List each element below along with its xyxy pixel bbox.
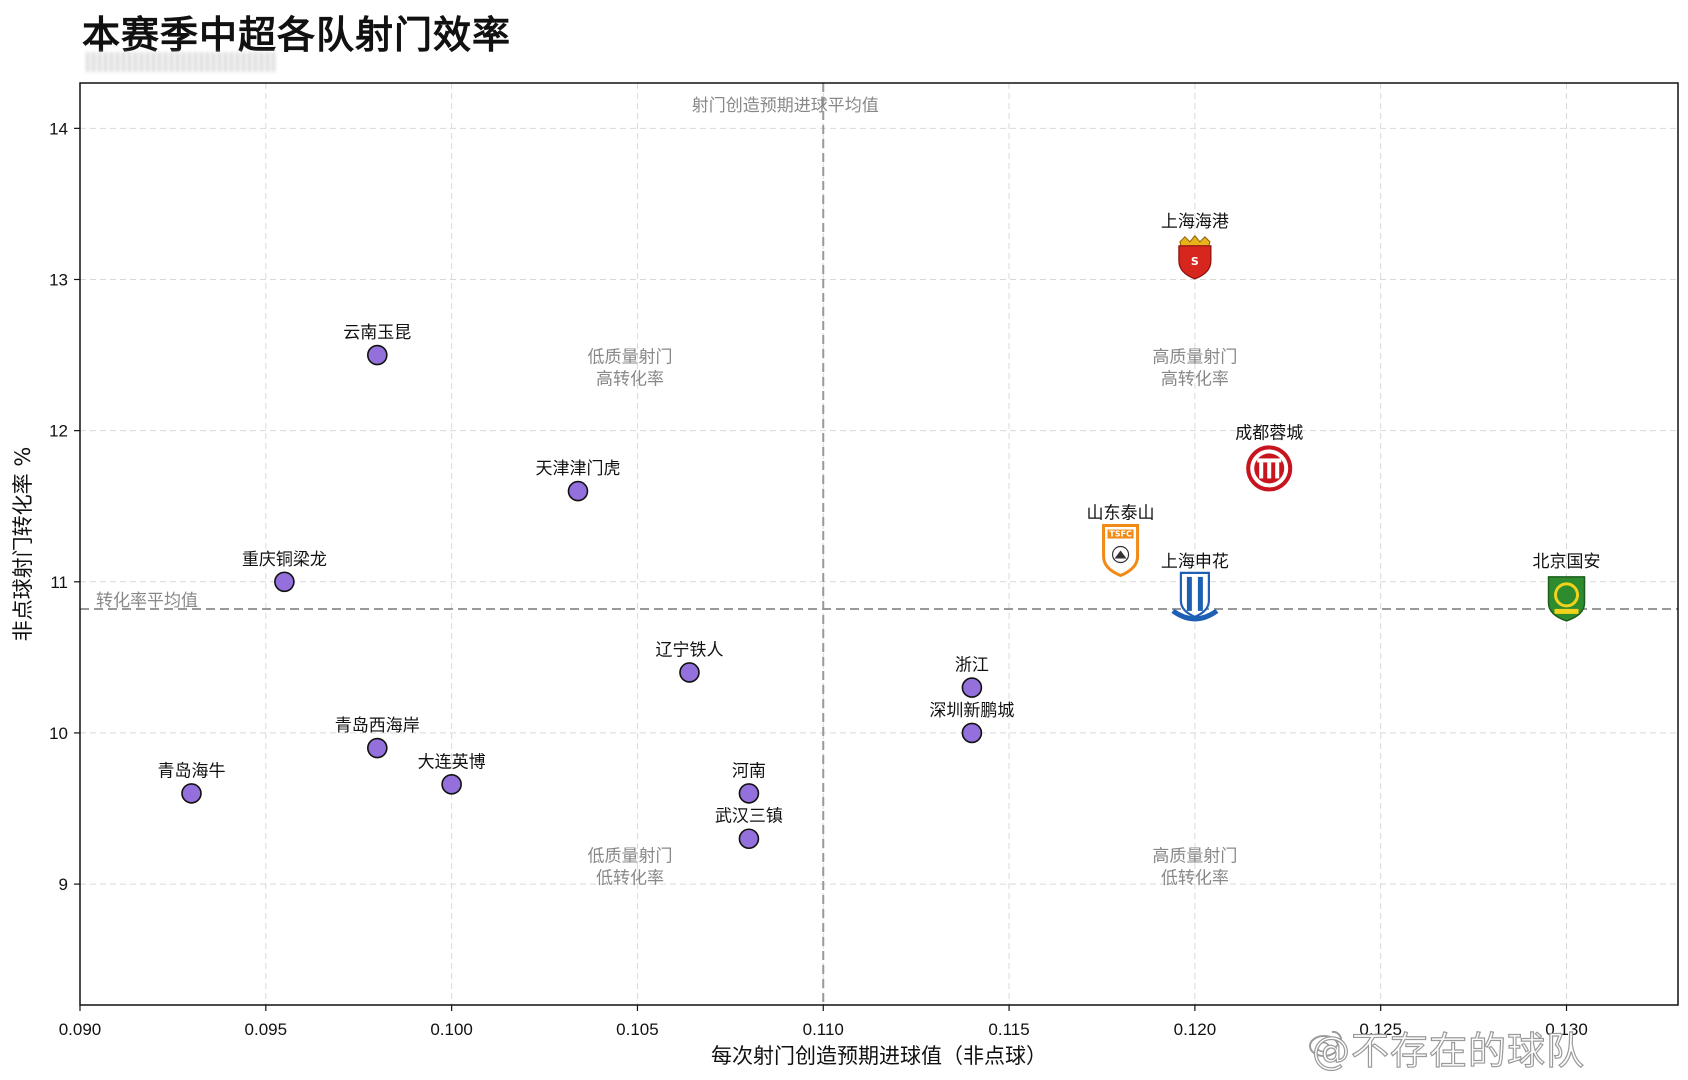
quadrant-label: 低转化率 bbox=[596, 868, 664, 888]
x-mean-label: 射门创造预期进球平均值 bbox=[692, 96, 879, 116]
x-axis-label: 每次射门创造预期进球值（非点球） bbox=[711, 1044, 1047, 1068]
quadrant-label: 低转化率 bbox=[1161, 868, 1229, 888]
data-point bbox=[181, 783, 202, 804]
data-point bbox=[274, 571, 295, 593]
y-axis-label: 非点球射门转化率 % bbox=[11, 447, 35, 642]
quadrant-label: 低质量射门 bbox=[588, 348, 673, 368]
x-tick-label: 0.120 bbox=[1174, 1020, 1217, 1039]
point-label: 浙江 bbox=[955, 656, 989, 676]
point-label: 深圳新鹏城 bbox=[929, 701, 1014, 721]
point-label: 河南 bbox=[732, 761, 766, 781]
svg-text:TSFC: TSFC bbox=[1109, 530, 1132, 539]
point-label: 天津津门虎 bbox=[535, 459, 620, 479]
shanghai-shenhua-badge bbox=[1171, 571, 1219, 622]
data-point bbox=[961, 677, 983, 698]
x-tick-label: 0.090 bbox=[59, 1020, 102, 1039]
weibo-icon bbox=[1309, 1030, 1343, 1057]
x-tick-label: 0.130 bbox=[1545, 1020, 1588, 1039]
y-mean-label: 转化率平均值 bbox=[96, 591, 198, 611]
y-tick-label: 10 bbox=[49, 724, 68, 743]
point-label: 云南玉昆 bbox=[343, 323, 411, 343]
x-tick-label: 0.125 bbox=[1359, 1020, 1402, 1039]
data-point bbox=[738, 783, 760, 804]
point-label: 山东泰山 bbox=[1087, 504, 1155, 524]
point-label: 上海海港 bbox=[1161, 212, 1229, 232]
point-label: 青岛海牛 bbox=[157, 761, 225, 781]
data-point bbox=[367, 344, 388, 366]
quadrant-label: 高质量射门 bbox=[1152, 846, 1237, 866]
x-tick-label: 0.110 bbox=[803, 1020, 844, 1039]
data-point bbox=[961, 722, 983, 744]
shandong-taishan-badge: TSFC bbox=[1102, 524, 1140, 578]
point-label: 重庆铜梁龙 bbox=[242, 550, 327, 570]
y-tick-label: 9 bbox=[59, 875, 68, 894]
point-label: 上海申花 bbox=[1161, 552, 1229, 572]
data-point bbox=[367, 737, 388, 759]
x-axis-ticks: 0.090 0.095 0.100 0.105 0.110 0.115 0.120 0.125… bbox=[59, 1005, 1588, 1039]
point-label: 成都蓉城 bbox=[1235, 423, 1303, 443]
quadrant-label: 低质量射门 bbox=[588, 846, 673, 866]
beijing-guoan-badge bbox=[1547, 576, 1586, 622]
quadrant-label: 高质量射门 bbox=[1152, 348, 1237, 368]
data-point bbox=[738, 828, 760, 850]
point-label: 大连英博 bbox=[418, 752, 486, 772]
data-point bbox=[441, 774, 462, 795]
x-tick-label: 0.115 bbox=[988, 1020, 1029, 1039]
x-tick-label: 0.105 bbox=[616, 1020, 659, 1039]
data-point bbox=[567, 480, 589, 502]
chart-title: 本赛季中超各队射门效率 bbox=[82, 13, 512, 57]
point-label: 北京国安 bbox=[1533, 552, 1601, 572]
quadrant-label: 高转化率 bbox=[1161, 370, 1229, 390]
shanghai-port-badge: S bbox=[1178, 235, 1212, 280]
blurred-subtitle bbox=[86, 52, 276, 72]
watermark-text: @不存在的球队 bbox=[1311, 1028, 1586, 1073]
y-tick-label: 13 bbox=[49, 270, 68, 289]
point-label: 武汉三镇 bbox=[715, 807, 783, 827]
y-tick-label: 12 bbox=[49, 422, 68, 441]
y-tick-label: 14 bbox=[49, 119, 68, 138]
point-label: 青岛西海岸 bbox=[335, 716, 420, 736]
plot-frame bbox=[79, 82, 1679, 1006]
y-axis-ticks: 9 10 11 12 13 14 bbox=[49, 119, 80, 894]
quadrant-label: 高转化率 bbox=[596, 370, 664, 390]
data-point bbox=[679, 662, 700, 683]
chengdu-rongcheng-badge bbox=[1246, 445, 1293, 492]
x-tick-label: 0.095 bbox=[245, 1020, 288, 1039]
grid bbox=[79, 83, 1678, 1005]
point-label: 辽宁铁人 bbox=[655, 640, 723, 660]
x-tick-label: 0.100 bbox=[430, 1020, 473, 1039]
svg-text:S: S bbox=[1191, 255, 1199, 268]
y-tick-label: 11 bbox=[50, 573, 68, 592]
